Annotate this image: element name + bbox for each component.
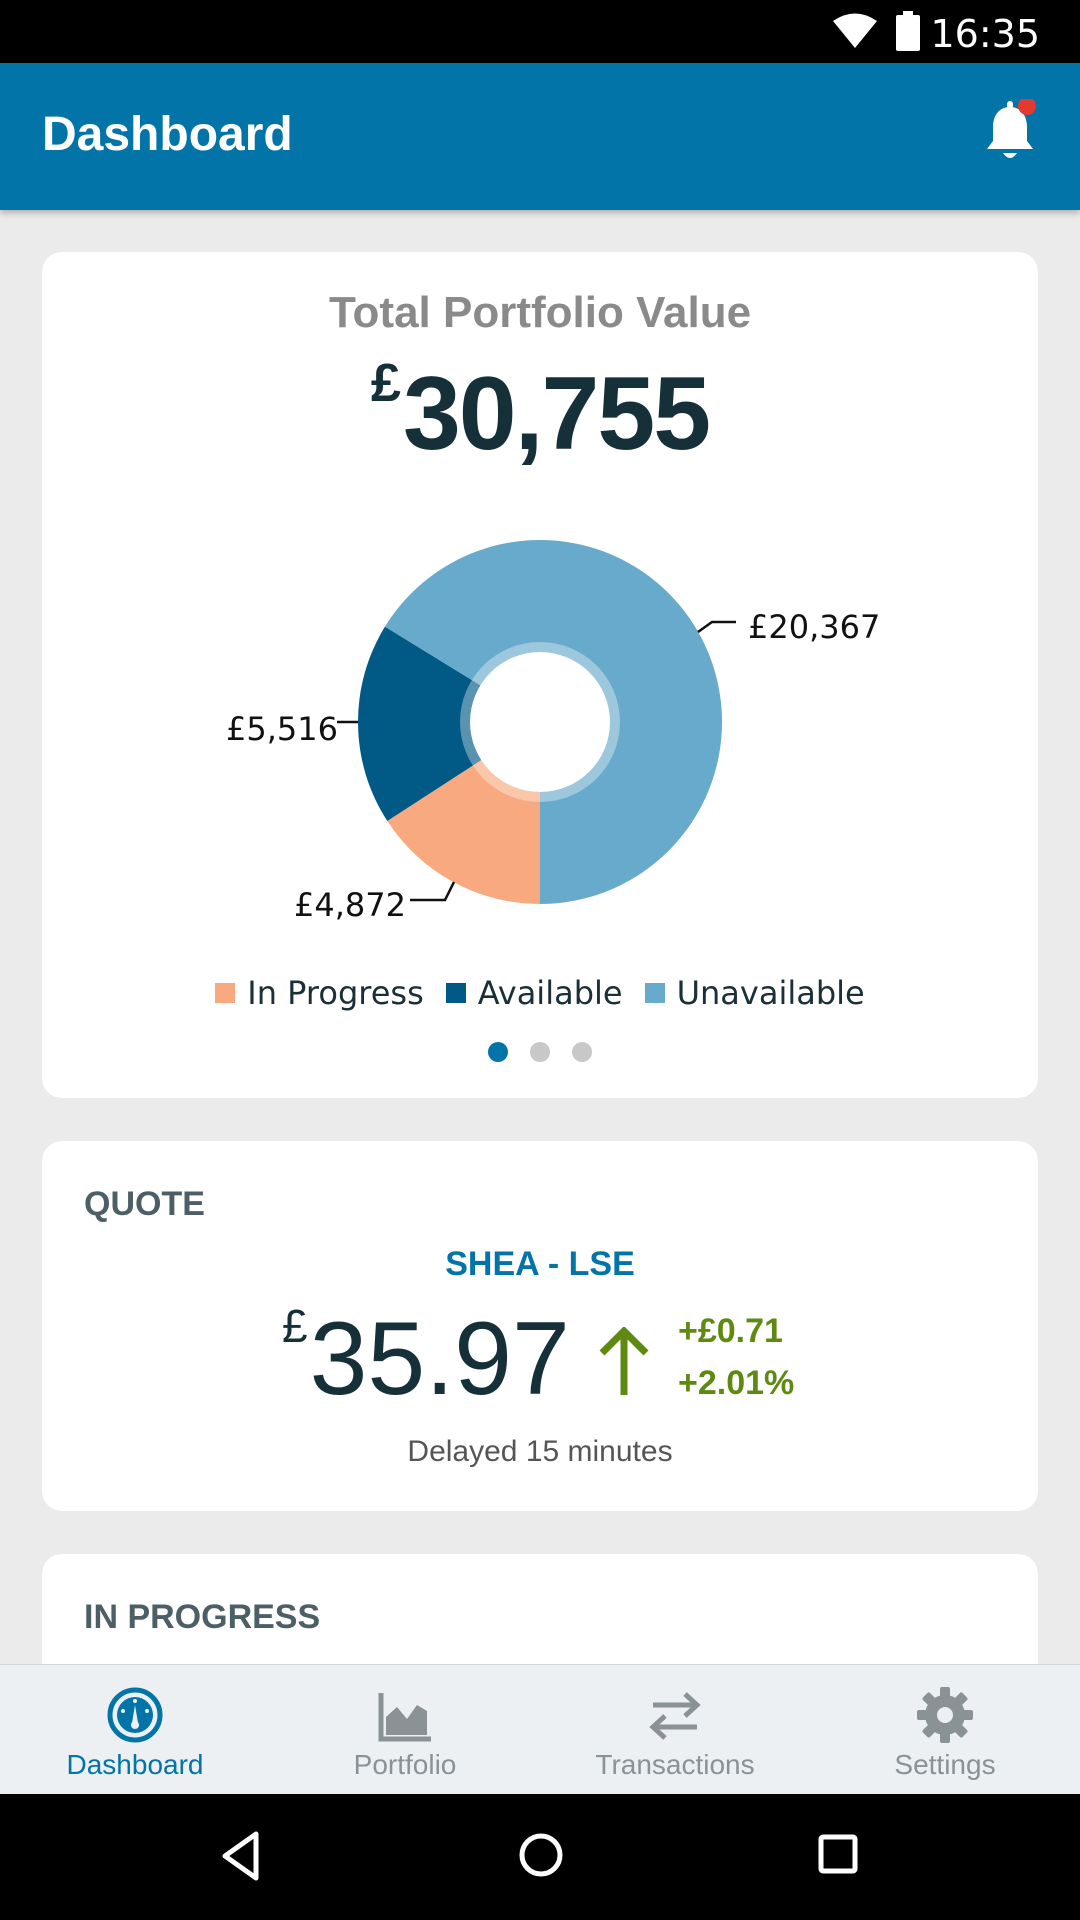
home-icon[interactable] [518, 1832, 564, 1878]
battery-icon [896, 11, 920, 51]
nav-label-settings: Settings [894, 1749, 996, 1780]
app-bar: Dashboard [0, 63, 1080, 210]
status-icons [832, 10, 920, 52]
legend-swatch-unavailable [644, 983, 665, 1003]
quote-card[interactable]: QUOTE SHEA - LSE £35.97 +£0.71 +2.01% De… [42, 1141, 1038, 1511]
portfolio-title: Total Portfolio Value [328, 288, 752, 337]
status-bar: 16:35 [0, 0, 1080, 63]
pager-dot-2[interactable] [530, 1042, 550, 1062]
portfolio-amount: 30,755 [402, 356, 711, 472]
page-title: Dashboard [42, 108, 293, 161]
nav-label-dashboard: Dashboard [66, 1749, 204, 1780]
quote-price-value: 35.97 [309, 1301, 570, 1417]
status-time: 16:35 [930, 12, 1040, 56]
portfolio-card[interactable]: Total Portfolio Value £30,755 £4,872 £5,… [42, 252, 1038, 1098]
pager-dot-1[interactable] [488, 1042, 508, 1062]
quote-price: £35.97 [282, 1299, 570, 1419]
legend-swatch-available [445, 983, 466, 1003]
pager-dot-3[interactable] [572, 1042, 592, 1062]
bottom-nav: Dashboard Portfolio Transactions [0, 1664, 1080, 1794]
notification-badge [1018, 99, 1036, 115]
slice-available[interactable] [357, 626, 540, 822]
slice-label-in-progress: £4,872 [294, 886, 406, 924]
quote-change: +£0.71 +2.01% [678, 1305, 794, 1409]
chart-legend: In Progress Available Unavailable [42, 974, 1038, 1012]
leader-line-unavailable [697, 620, 736, 634]
arrow-up-icon [599, 1327, 649, 1395]
nav-item-dashboard[interactable]: Dashboard [0, 1665, 270, 1794]
donut-hole [470, 652, 610, 792]
swap-arrows-icon [649, 1692, 701, 1740]
legend-swatch-in-progress [215, 983, 236, 1003]
back-icon[interactable] [220, 1830, 260, 1882]
legend-item-in-progress: In Progress [215, 974, 424, 1012]
gear-icon [917, 1687, 973, 1743]
quote-section-label: QUOTE [84, 1185, 205, 1223]
quote-delay-note: Delayed 15 minutes [407, 1435, 673, 1468]
quote-change-pct: +2.01% [678, 1364, 795, 1402]
nav-label-portfolio: Portfolio [353, 1749, 457, 1780]
quote-symbol: SHEA - LSE [445, 1245, 635, 1283]
legend-label-in-progress: In Progress [247, 974, 424, 1012]
legend-label-available: Available [477, 974, 623, 1012]
area-chart-icon [378, 1693, 431, 1742]
quote-currency: £ [282, 1300, 308, 1352]
legend-label-unavailable: Unavailable [676, 974, 865, 1012]
slice-label-unavailable: £20,367 [748, 608, 881, 646]
slice-label-available: £5,516 [226, 710, 338, 748]
portfolio-currency: £ [370, 353, 401, 413]
legend-item-unavailable: Unavailable [644, 974, 865, 1012]
leader-line-in-progress [410, 881, 456, 902]
in-progress-section-label: IN PROGRESS [84, 1598, 321, 1636]
recents-icon[interactable] [818, 1834, 858, 1874]
pager-dots [42, 1042, 1038, 1062]
legend-item-available: Available [445, 974, 623, 1012]
wifi-icon [833, 13, 877, 48]
notification-bell-icon[interactable] [982, 99, 1038, 171]
portfolio-donut-chart[interactable] [42, 252, 1038, 1098]
quote-change-abs: +£0.71 [678, 1312, 783, 1350]
portfolio-value: £30,755 [42, 352, 1038, 474]
nav-label-transactions: Transactions [595, 1749, 755, 1780]
system-nav-bar [0, 1794, 1080, 1920]
nav-item-transactions[interactable]: Transactions [540, 1665, 810, 1794]
nav-item-portfolio[interactable]: Portfolio [270, 1665, 540, 1794]
dashboard-gauge-icon [107, 1687, 163, 1743]
nav-item-settings[interactable]: Settings [810, 1665, 1080, 1794]
